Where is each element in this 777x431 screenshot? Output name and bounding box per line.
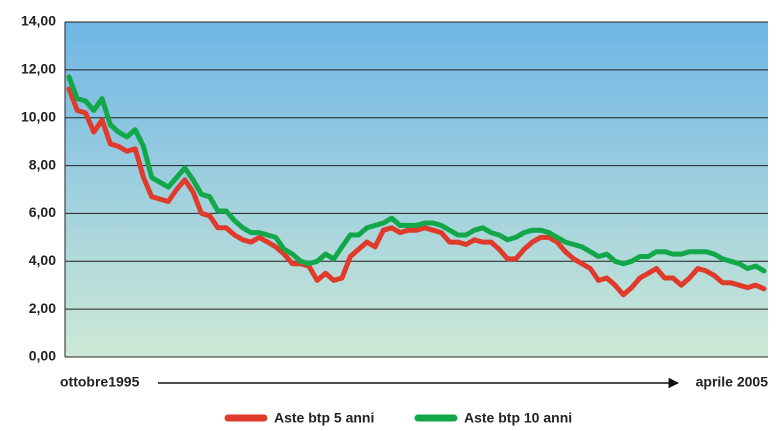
x-start-label: ottobre1995: [60, 374, 140, 390]
x-end-label: aprile 2005: [696, 374, 769, 390]
y-tick-label: 12,00: [21, 61, 56, 77]
y-tick-label: 8,00: [29, 156, 56, 172]
y-tick-label: 2,00: [29, 300, 56, 316]
plot-area: [65, 22, 768, 357]
legend-label: Aste btp 5 anni: [274, 410, 374, 426]
y-tick-label: 14,00: [21, 13, 56, 29]
legend-label: Aste btp 10 anni: [464, 410, 572, 426]
series-line: [66, 86, 767, 298]
y-tick-label: 10,00: [21, 108, 56, 124]
y-tick-label: 6,00: [29, 204, 56, 220]
series-line: [66, 74, 767, 274]
y-tick-label: 0,00: [29, 348, 56, 364]
y-tick-label: 4,00: [29, 252, 56, 268]
